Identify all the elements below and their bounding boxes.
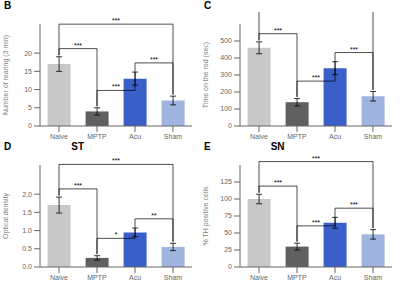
svg-text:***: *** <box>74 42 82 49</box>
html-text:D: D <box>4 140 12 152</box>
svg-text:0.0: 0.0 <box>22 263 32 270</box>
svg-text:Naive: Naive <box>250 133 268 140</box>
svg-text:125: 125 <box>220 178 232 185</box>
svg-text:***: *** <box>274 27 282 34</box>
svg-text:***: *** <box>150 56 158 63</box>
svg-text:300: 300 <box>220 71 232 78</box>
svg-text:5: 5 <box>28 104 32 111</box>
svg-text:10: 10 <box>24 86 32 93</box>
html-text:C: C <box>204 0 212 11</box>
svg-text:MPTP: MPTP <box>287 133 307 140</box>
svg-text:50: 50 <box>224 229 232 236</box>
svg-text:Acu: Acu <box>329 273 341 280</box>
svg-text:***: *** <box>112 17 120 24</box>
svg-text:Sham: Sham <box>364 133 382 140</box>
svg-text:Naive: Naive <box>250 273 268 280</box>
svg-text:Acu: Acu <box>129 273 141 280</box>
svg-text:2.0: 2.0 <box>22 190 32 197</box>
svg-text:20: 20 <box>24 50 32 57</box>
svg-text:% TH positive cells: % TH positive cells <box>202 186 210 246</box>
svg-text:25: 25 <box>224 246 232 253</box>
svg-text:400: 400 <box>220 54 232 61</box>
svg-text:1.5: 1.5 <box>22 208 32 215</box>
html-text:E: E <box>204 140 211 152</box>
svg-text:15: 15 <box>24 68 32 75</box>
svg-text:MPTP: MPTP <box>87 133 107 140</box>
svg-text:Number of rearing (3 min): Number of rearing (3 min) <box>8 35 10 115</box>
svg-text:***: *** <box>312 74 320 81</box>
svg-text:0: 0 <box>228 122 232 129</box>
svg-text:Naive: Naive <box>50 273 68 280</box>
html-text:SN: SN <box>270 140 285 152</box>
svg-text:**: ** <box>151 211 157 218</box>
svg-text:***: *** <box>312 218 320 225</box>
svg-text:Acu: Acu <box>329 133 341 140</box>
svg-text:0.5: 0.5 <box>22 245 32 252</box>
svg-text:***: *** <box>74 181 82 188</box>
svg-text:0: 0 <box>28 122 32 129</box>
html-text:ST: ST <box>71 140 84 152</box>
svg-text:200: 200 <box>220 88 232 95</box>
svg-text:***: *** <box>312 154 320 161</box>
svg-text:MPTP: MPTP <box>287 273 307 280</box>
svg-text:*: * <box>115 231 118 238</box>
svg-text:100: 100 <box>220 105 232 112</box>
svg-text:1.0: 1.0 <box>22 227 32 234</box>
svg-text:***: *** <box>112 83 120 90</box>
svg-text:Time on the rod (sec): Time on the rod (sec) <box>202 42 210 108</box>
html-text:B: B <box>4 0 12 11</box>
svg-text:100: 100 <box>220 195 232 202</box>
svg-text:Sham: Sham <box>364 273 382 280</box>
svg-text:Naive: Naive <box>50 133 68 140</box>
svg-text:***: *** <box>274 179 282 186</box>
svg-text:Sham: Sham <box>164 133 182 140</box>
svg-text:75: 75 <box>224 212 232 219</box>
svg-text:***: *** <box>112 157 120 164</box>
svg-text:Sham: Sham <box>164 273 182 280</box>
svg-text:Acu: Acu <box>129 133 141 140</box>
svg-text:0: 0 <box>228 263 232 270</box>
svg-text:Optical density: Optical density <box>8 192 10 238</box>
svg-text:***: *** <box>350 46 358 53</box>
svg-text:500: 500 <box>220 37 232 44</box>
svg-text:MPTP: MPTP <box>87 273 107 280</box>
svg-text:***: *** <box>350 201 358 208</box>
